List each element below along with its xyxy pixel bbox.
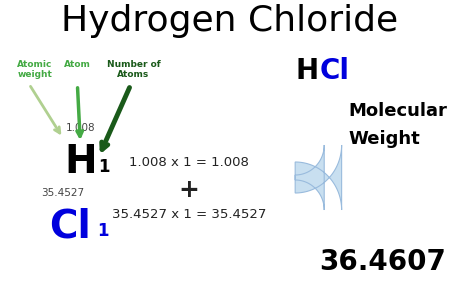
Text: 35.4527 x 1 = 35.4527: 35.4527 x 1 = 35.4527 (111, 209, 266, 222)
Text: Hydrogen Chloride: Hydrogen Chloride (61, 4, 398, 38)
Text: H: H (64, 143, 97, 181)
Text: 1.008: 1.008 (66, 123, 95, 133)
Text: H: H (295, 57, 319, 85)
Text: Atom: Atom (64, 60, 91, 69)
Text: 35.4527: 35.4527 (42, 188, 85, 198)
Text: Atomic
weight: Atomic weight (18, 60, 53, 79)
Text: 1: 1 (98, 158, 109, 176)
Text: Cl: Cl (49, 208, 91, 246)
Text: Weight: Weight (348, 130, 420, 148)
Text: 1.008 x 1 = 1.008: 1.008 x 1 = 1.008 (129, 157, 249, 169)
Text: Molecular: Molecular (348, 102, 447, 120)
Polygon shape (295, 145, 342, 210)
Text: Cl: Cl (319, 57, 349, 85)
Text: 1: 1 (97, 222, 108, 240)
Text: 36.4607: 36.4607 (319, 248, 446, 276)
Text: +: + (178, 178, 199, 202)
Text: Number of
Atoms: Number of Atoms (107, 60, 160, 79)
